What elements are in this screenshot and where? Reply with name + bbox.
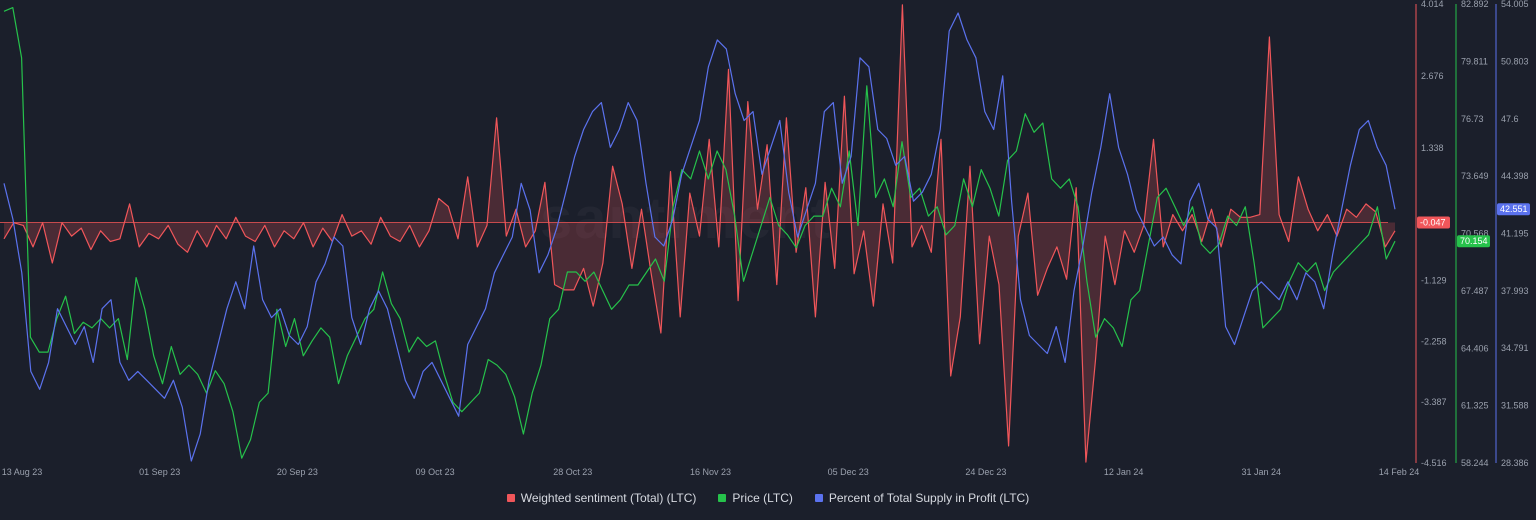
- supply-tick-label: 34.791: [1501, 343, 1529, 353]
- legend-item-price[interactable]: Price (LTC): [718, 491, 793, 505]
- sentiment-tick-label: -2.258: [1421, 336, 1447, 346]
- series-line-price: [3, 7, 1396, 459]
- price-tick-label: 73.649: [1461, 171, 1489, 181]
- price-tick-label: 76.73: [1461, 114, 1484, 124]
- sentiment-current-badge: [1417, 216, 1450, 229]
- x-tick-label: 14 Feb 24: [1379, 467, 1420, 477]
- legend-swatch-price: [718, 494, 727, 502]
- supply-tick-label: 44.398: [1501, 171, 1529, 181]
- legend-item-sentiment[interactable]: Weighted sentiment (Total) (LTC): [506, 491, 697, 505]
- supply-tick-label: 28.386: [1501, 458, 1529, 468]
- legend-swatch-sentiment: [506, 494, 515, 502]
- x-tick-label: 01 Sep 23: [139, 467, 180, 477]
- x-tick-label: 13 Aug 23: [2, 467, 43, 477]
- supply-tick-label: 37.993: [1501, 286, 1529, 296]
- x-tick-label: 09 Oct 23: [416, 467, 455, 477]
- chart-legend: Weighted sentiment (Total) (LTC) Price (…: [0, 491, 1536, 505]
- supply-tick-label: 50.803: [1501, 56, 1529, 66]
- x-tick-label: 28 Oct 23: [553, 467, 592, 477]
- sentiment-tick-label: 4.014: [1421, 0, 1444, 9]
- sentiment-tick-label: -4.516: [1421, 458, 1447, 468]
- series-line-supply: [3, 12, 1396, 462]
- legend-label-supply: Percent of Total Supply in Profit (LTC): [828, 491, 1030, 505]
- x-tick-label: 16 Nov 23: [690, 467, 731, 477]
- price-tick-label: 64.406: [1461, 343, 1489, 353]
- x-tick-label: 31 Jan 24: [1242, 467, 1282, 477]
- x-tick-label: 05 Dec 23: [828, 467, 869, 477]
- sentiment-tick-label: 1.338: [1421, 143, 1444, 153]
- supply-tick-label: 54.005: [1501, 0, 1529, 9]
- supply-tick-label: 31.588: [1501, 401, 1529, 411]
- legend-label-sentiment: Weighted sentiment (Total) (LTC): [520, 491, 697, 505]
- series-line-sentiment: [3, 4, 1396, 463]
- sentiment-tick-label: -3.387: [1421, 397, 1447, 407]
- supply-current-badge: [1497, 203, 1530, 216]
- sentiment-current-value: -0.047: [1420, 218, 1446, 228]
- supply-current-value: 42.551: [1500, 204, 1528, 214]
- x-tick-label: 12 Jan 24: [1104, 467, 1144, 477]
- legend-label-price: Price (LTC): [732, 491, 793, 505]
- price-tick-label: 61.325: [1461, 401, 1489, 411]
- supply-tick-label: 47.6: [1501, 114, 1519, 124]
- price-tick-label: 70.568: [1461, 229, 1489, 239]
- price-current-badge: [1457, 235, 1490, 248]
- price-current-value: 70.154: [1460, 236, 1488, 246]
- supply-tick-label: 41.195: [1501, 229, 1529, 239]
- sentiment-tick-label: 2.676: [1421, 71, 1444, 81]
- price-tick-label: 82.892: [1461, 0, 1489, 9]
- price-tick-label: 67.487: [1461, 286, 1489, 296]
- price-tick-label: 79.811: [1461, 56, 1488, 66]
- sentiment-tick-label: -1.129: [1421, 276, 1447, 286]
- legend-swatch-supply: [814, 494, 823, 502]
- x-tick-label: 20 Sep 23: [277, 467, 318, 477]
- price-tick-label: 58.244: [1461, 458, 1489, 468]
- x-tick-label: 24 Dec 23: [965, 467, 1006, 477]
- legend-item-supply[interactable]: Percent of Total Supply in Profit (LTC): [814, 491, 1030, 505]
